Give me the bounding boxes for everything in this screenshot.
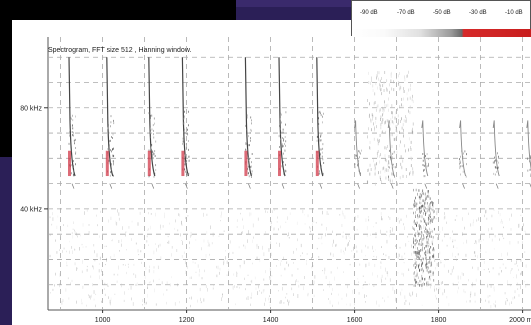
x-tick-label: 2000 ms — [509, 317, 531, 324]
x-tick-label: 1200 — [179, 317, 195, 324]
call-peak — [105, 150, 109, 177]
call-sweep — [526, 120, 531, 171]
call-tail — [424, 183, 428, 189]
colorbar-label-2: -70 dB — [397, 10, 415, 16]
call-tail — [462, 183, 465, 189]
call-sweep — [316, 57, 324, 177]
y-tick-label: 80 kHz — [20, 105, 42, 112]
spectrogram-plot[interactable]: 40 kHz 80 kHz 1000 1200 1400 1600 1800 2000 ms — [12, 20, 531, 325]
colorbar-legend: -90 dB -70 dB -50 dB -30 dB -10 dB — [351, 0, 531, 37]
call-sweep — [148, 57, 156, 177]
call-tail — [319, 183, 323, 189]
y-tick-label: 40 kHz — [20, 206, 42, 213]
colorbar-label-3: -50 dB — [433, 10, 451, 16]
call-sweep — [278, 57, 286, 177]
call-peak — [147, 150, 151, 177]
x-tick-label: 1600 — [347, 317, 363, 324]
call-tail — [151, 183, 155, 189]
call-peak — [278, 150, 281, 177]
call-peak — [68, 150, 71, 177]
call-tail — [109, 183, 113, 189]
call-sweep — [354, 120, 362, 177]
x-tick-label: 1000 — [95, 317, 111, 324]
call-tail — [281, 183, 285, 189]
call-tail — [390, 183, 394, 189]
call-tail — [71, 183, 75, 189]
call-peak — [315, 150, 319, 177]
colorbar-label-1: -90 dB — [360, 10, 378, 16]
colorbar-label-5: -10 dB — [505, 10, 523, 16]
colorbar-label-4: -30 dB — [469, 10, 487, 16]
x-tick-label: 1800 — [431, 317, 447, 324]
call-peak — [181, 150, 185, 177]
call-tail — [185, 183, 188, 189]
call-sweep — [459, 120, 467, 177]
spectrogram-panel[interactable]: 40 kHz 80 kHz 1000 1200 1400 1600 1800 2000 ms … — [12, 20, 531, 325]
call-tail — [357, 183, 360, 189]
call-sweep — [492, 120, 500, 177]
call-tail — [495, 183, 499, 189]
colorbar-gradient — [352, 29, 531, 37]
x-tick-label: 1400 — [263, 317, 279, 324]
spectrogram-title: Spectrogram, FFT size 512 , Hanning wind… — [48, 47, 192, 54]
call-sweep — [106, 57, 114, 177]
call-sweep — [244, 57, 252, 177]
call-sweep — [387, 120, 395, 177]
call-peak — [244, 150, 248, 177]
call-tail — [248, 183, 251, 189]
call-sweep — [421, 120, 429, 177]
